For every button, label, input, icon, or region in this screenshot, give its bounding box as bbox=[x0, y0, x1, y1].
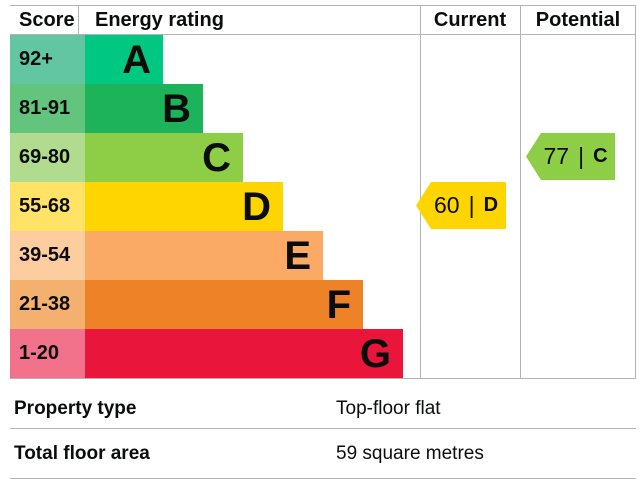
column-header-potential: Potential bbox=[535, 9, 621, 31]
potential-score: 77 bbox=[543, 143, 570, 169]
band-bar-c: C bbox=[85, 133, 243, 182]
total-floor-area-value: 59 square metres bbox=[336, 442, 484, 464]
score-range: 92+ bbox=[10, 35, 85, 84]
band-bar-e: E bbox=[85, 231, 323, 280]
band-bar-d: D bbox=[85, 182, 283, 231]
band-row-f: 21-38 F bbox=[10, 280, 635, 329]
total-floor-area-label: Total floor area bbox=[14, 442, 150, 464]
score-range: 81-91 bbox=[10, 84, 85, 133]
chart-header: Score Energy rating Current Potential bbox=[10, 6, 635, 35]
current-score: 60 bbox=[433, 192, 460, 218]
current-marker: 60 | D bbox=[416, 182, 506, 229]
current-band: D bbox=[483, 194, 499, 216]
column-header-energy-rating: Energy rating bbox=[95, 9, 224, 31]
current-separator: | bbox=[468, 192, 475, 218]
band-row-c: 69-80 C bbox=[10, 133, 635, 182]
property-type-label: Property type bbox=[14, 397, 137, 419]
band-bar-g: G bbox=[85, 329, 403, 378]
band-bar-b: B bbox=[85, 84, 203, 133]
band-row-d: 55-68 D bbox=[10, 182, 635, 231]
band-bar-a: A bbox=[85, 35, 163, 84]
property-type-row: Property type Top-floor flat bbox=[10, 389, 636, 429]
current-column-divider bbox=[420, 6, 421, 378]
band-row-b: 81-91 B bbox=[10, 84, 635, 133]
band-bar-f: F bbox=[85, 280, 363, 329]
potential-separator: | bbox=[578, 143, 585, 169]
score-column-divider bbox=[78, 6, 79, 34]
score-range: 21-38 bbox=[10, 280, 85, 329]
band-row-a: 92+ A bbox=[10, 35, 635, 84]
score-range: 55-68 bbox=[10, 182, 85, 231]
score-range: 1-20 bbox=[10, 329, 85, 378]
score-range: 69-80 bbox=[10, 133, 85, 182]
band-row-e: 39-54 E bbox=[10, 231, 635, 280]
property-details: Property type Top-floor flat Total floor… bbox=[10, 389, 636, 479]
potential-marker: 77 | C bbox=[526, 133, 615, 180]
total-floor-area-row: Total floor area 59 square metres bbox=[10, 429, 636, 479]
property-type-value: Top-floor flat bbox=[336, 397, 441, 419]
band-row-g: 1-20 G bbox=[10, 329, 635, 378]
energy-rating-chart: Score Energy rating Current Potential 92… bbox=[10, 5, 636, 379]
potential-column-divider bbox=[520, 6, 521, 378]
score-range: 39-54 bbox=[10, 231, 85, 280]
column-header-score: Score bbox=[19, 9, 75, 31]
potential-band: C bbox=[593, 145, 608, 167]
column-header-current: Current bbox=[433, 9, 507, 31]
